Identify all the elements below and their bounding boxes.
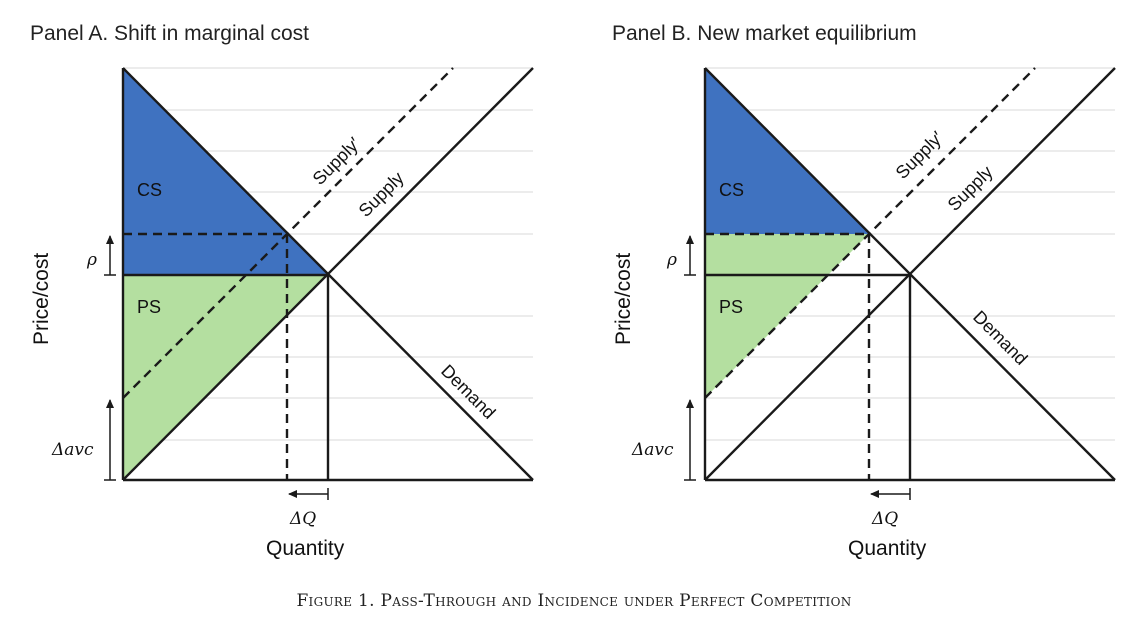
cs-label: CS — [719, 180, 744, 200]
cs-label: CS — [137, 180, 162, 200]
ps-label: PS — [719, 297, 743, 317]
supply-label: Supply — [944, 162, 997, 215]
dq-label: ΔQ — [289, 509, 316, 529]
y-axis-label: Price/cost — [30, 253, 53, 345]
figure-caption: Figure 1. Pass-Through and Incidence und… — [296, 591, 851, 611]
panel-b-title: Panel B. New market equilibrium — [612, 22, 917, 45]
shifted-supply-curve — [704, 67, 1036, 399]
rho-label: ρ — [86, 250, 97, 270]
avc-label: Δavc — [51, 440, 94, 460]
shifted-supply-label: Supply′ — [892, 127, 948, 183]
supply-label: Supply — [355, 168, 408, 221]
rho-label: ρ — [666, 250, 677, 270]
shifted-supply-curve — [122, 67, 454, 399]
dq-label: ΔQ — [871, 509, 898, 529]
x-axis-label: Quantity — [848, 537, 927, 560]
panel-b: Panel B. New market equilibrium ρ — [612, 22, 1116, 560]
x-axis-label: Quantity — [266, 537, 345, 560]
panel-a: Panel A. Shift in marginal cost ρ — [30, 22, 534, 560]
shifted-supply-label: Supply′ — [309, 133, 365, 189]
y-axis-label: Price/cost — [612, 253, 635, 345]
ps-label: PS — [137, 297, 161, 317]
panel-a-title: Panel A. Shift in marginal cost — [30, 22, 309, 45]
avc-label: Δavc — [631, 440, 674, 460]
